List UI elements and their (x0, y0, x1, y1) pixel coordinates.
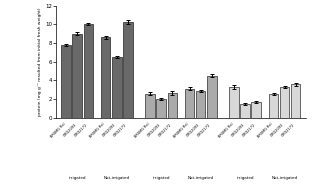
Text: BRSMG Rel: BRSMG Rel (134, 122, 150, 139)
Bar (168, 93, 177, 118)
Bar (112, 57, 121, 118)
Bar (84, 24, 93, 118)
Bar (185, 89, 194, 118)
Text: CMG2093: CMG2093 (62, 122, 77, 137)
Text: Not-irrigated: Not-irrigated (271, 176, 298, 180)
Text: BRSMG Rel: BRSMG Rel (257, 122, 274, 139)
Text: CMG2172: CMG2172 (280, 122, 296, 137)
Bar (196, 91, 206, 118)
Text: CMG2172: CMG2172 (241, 122, 256, 137)
Bar (269, 94, 278, 118)
Y-axis label: protein (mg g⁻¹ resulted from initial fresh weight): protein (mg g⁻¹ resulted from initial fr… (38, 7, 42, 116)
Bar (156, 99, 166, 118)
Text: Not-irrigated: Not-irrigated (188, 176, 214, 180)
Text: CMG2093: CMG2093 (146, 122, 161, 137)
Bar (101, 37, 110, 118)
Bar (123, 22, 133, 118)
Text: Not-irrigated: Not-irrigated (104, 176, 130, 180)
Bar (229, 87, 239, 118)
Bar (207, 76, 217, 118)
Bar (291, 84, 300, 118)
Bar (241, 104, 250, 118)
Text: BRSMG Rel: BRSMG Rel (173, 122, 190, 139)
Bar (251, 102, 261, 118)
Text: CMG2093: CMG2093 (102, 122, 117, 137)
Bar (72, 34, 82, 118)
Text: irrigated: irrigated (69, 176, 86, 180)
Text: CMG2172: CMG2172 (73, 122, 88, 137)
Text: CMG2093: CMG2093 (270, 122, 285, 137)
Text: CMG2093: CMG2093 (186, 122, 201, 137)
Text: irrigated: irrigated (236, 176, 254, 180)
Text: BRSMG Rel: BRSMG Rel (217, 122, 234, 139)
Text: irrigated: irrigated (153, 176, 170, 180)
Bar (61, 45, 71, 118)
Text: BRSMG Rel: BRSMG Rel (50, 122, 66, 139)
Text: BRSMG Rel: BRSMG Rel (89, 122, 105, 139)
Bar (280, 87, 290, 118)
Text: CMG2093: CMG2093 (230, 122, 245, 137)
Text: CMG2172: CMG2172 (113, 122, 128, 137)
Bar (145, 93, 155, 118)
Text: CMG2172: CMG2172 (197, 122, 212, 137)
Text: CMG2172: CMG2172 (157, 122, 172, 137)
